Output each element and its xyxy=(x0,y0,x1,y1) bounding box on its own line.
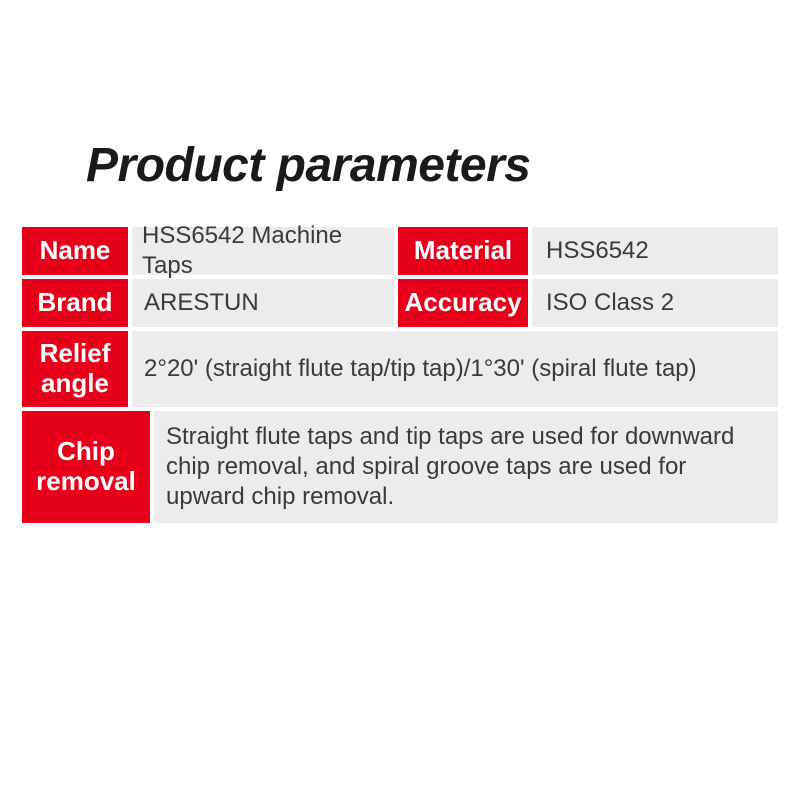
param-value-chip-removal: Straight flute taps and tip taps are use… xyxy=(154,411,778,523)
param-label-accuracy: Accuracy xyxy=(398,279,528,327)
table-row: Relief angle 2°20' (straight flute tap/t… xyxy=(22,331,778,407)
param-value-material: HSS6542 xyxy=(532,227,778,275)
parameter-table: Name HSS6542 Machine Taps Material HSS65… xyxy=(22,227,778,523)
param-label-name: Name xyxy=(22,227,128,275)
param-label-relief-angle: Relief angle xyxy=(22,331,128,407)
section-title: Product parameters xyxy=(22,138,778,227)
param-label-brand: Brand xyxy=(22,279,128,327)
product-parameters-block: Product parameters Name HSS6542 Machine … xyxy=(22,138,778,523)
param-value-accuracy: ISO Class 2 xyxy=(532,279,778,327)
table-row: Chip removal Straight flute taps and tip… xyxy=(22,411,778,523)
table-row: Name HSS6542 Machine Taps Material HSS65… xyxy=(22,227,778,275)
param-value-name: HSS6542 Machine Taps xyxy=(132,227,394,275)
param-value-brand: ARESTUN xyxy=(132,279,394,327)
param-label-material: Material xyxy=(398,227,528,275)
param-label-chip-removal: Chip removal xyxy=(22,411,150,523)
table-row: Brand ARESTUN Accuracy ISO Class 2 xyxy=(22,279,778,327)
param-value-relief-angle: 2°20' (straight flute tap/tip tap)/1°30'… xyxy=(132,331,778,407)
